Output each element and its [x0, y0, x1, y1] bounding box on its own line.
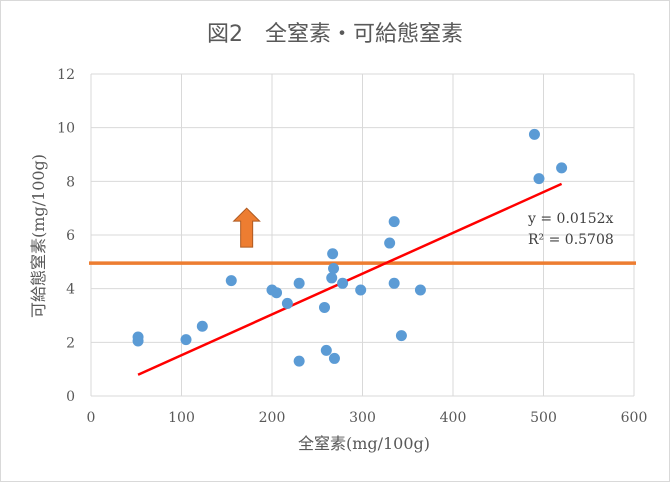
y-tick-label: 6 — [66, 228, 75, 244]
arrow-layer — [232, 207, 261, 248]
data-point — [528, 128, 540, 140]
data-point — [225, 275, 237, 287]
y-tick-label: 10 — [57, 121, 75, 137]
x-tick-label: 400 — [440, 410, 467, 426]
axes: 0 100 200 300 400 500 600 0 2 4 6 8 10 12 — [57, 67, 647, 426]
data-point — [293, 277, 305, 289]
data-point — [180, 334, 192, 346]
data-point — [281, 297, 293, 309]
data-point — [337, 277, 349, 289]
trendline-layer — [137, 182, 563, 376]
y-tick-label: 8 — [66, 174, 75, 190]
data-point — [196, 320, 208, 332]
gridlines — [90, 73, 635, 397]
data-point — [320, 344, 332, 356]
trendline — [137, 182, 563, 376]
x-tick-label: 100 — [168, 410, 195, 426]
x-tick-label: 200 — [259, 410, 286, 426]
data-point — [388, 277, 400, 289]
trendline-equation: y = 0.0152x — [527, 211, 614, 227]
data-points — [132, 128, 568, 367]
data-point — [328, 352, 340, 364]
chart-title: 図2 全窒素・可給態窒素 — [207, 22, 463, 47]
x-tick-label: 500 — [530, 410, 557, 426]
up-arrow-icon — [232, 207, 261, 248]
x-axis-title: 全窒素(mg/100g) — [298, 434, 430, 453]
data-point — [293, 355, 305, 367]
data-point — [327, 248, 339, 260]
data-point — [388, 216, 400, 228]
data-point — [318, 301, 330, 313]
x-tick-label: 300 — [349, 410, 376, 426]
y-axis-title: 可給態窒素(mg/100g) — [29, 154, 48, 318]
data-point — [384, 237, 396, 249]
data-point — [328, 263, 340, 275]
y-tick-label: 2 — [66, 335, 75, 351]
data-point — [271, 287, 283, 299]
trendline-r-squared: R² = 0.5708 — [528, 232, 614, 248]
data-point — [533, 173, 545, 185]
x-tick-label: 600 — [621, 410, 648, 426]
y-tick-label: 0 — [66, 389, 75, 405]
data-point — [414, 284, 426, 296]
x-tick-label: 0 — [87, 410, 96, 426]
y-tick-label: 4 — [66, 282, 75, 298]
data-point — [326, 272, 338, 284]
data-point — [132, 335, 144, 347]
data-point — [556, 162, 568, 174]
data-point — [355, 284, 367, 296]
data-point — [395, 330, 407, 342]
y-tick-label: 12 — [57, 67, 75, 83]
